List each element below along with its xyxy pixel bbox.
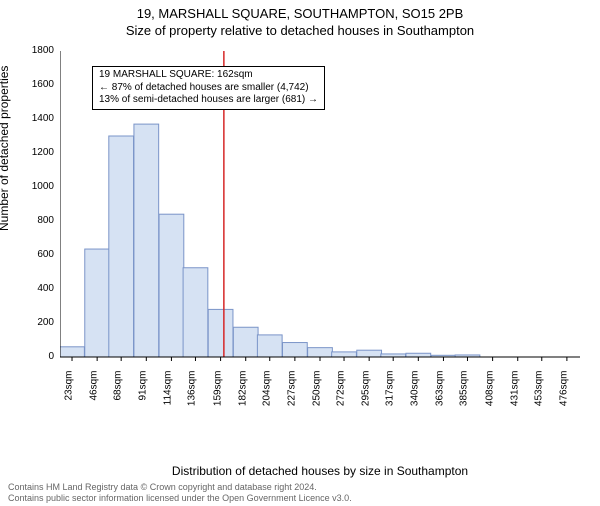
x-tick-label: 250sqm <box>312 371 323 431</box>
y-tick-label: 1800 <box>20 45 54 56</box>
y-tick-label: 1000 <box>20 181 54 192</box>
x-tick-label: 295sqm <box>361 371 372 431</box>
annotation-line1: 19 MARSHALL SQUARE: 162sqm <box>99 69 318 82</box>
footer-line1: Contains HM Land Registry data © Crown c… <box>8 482 352 493</box>
x-tick-label: 363sqm <box>435 371 446 431</box>
x-axis-label: Distribution of detached houses by size … <box>60 464 580 478</box>
x-tick-label: 23sqm <box>64 371 75 431</box>
x-tick-label: 91sqm <box>138 371 149 431</box>
x-tick-label: 385sqm <box>459 371 470 431</box>
annotation-line3: 13% of semi-detached houses are larger (… <box>99 94 318 107</box>
y-tick-label: 200 <box>20 317 54 328</box>
x-tick-label: 136sqm <box>187 371 198 431</box>
chart-area: 19 MARSHALL SQUARE: 162sqm ← 87% of deta… <box>60 51 580 411</box>
x-tick-label: 408sqm <box>484 371 495 431</box>
x-tick-label: 68sqm <box>113 371 124 431</box>
y-axis-label: Number of detached properties <box>0 66 11 231</box>
x-tick-label: 227sqm <box>286 371 297 431</box>
y-tick-label: 1600 <box>20 79 54 90</box>
x-tick-label: 317sqm <box>385 371 396 431</box>
page-title-line1: 19, MARSHALL SQUARE, SOUTHAMPTON, SO15 2… <box>0 6 600 21</box>
x-tick-label: 204sqm <box>261 371 272 431</box>
x-tick-label: 159sqm <box>212 371 223 431</box>
annotation-box: 19 MARSHALL SQUARE: 162sqm ← 87% of deta… <box>92 66 325 110</box>
x-tick-label: 340sqm <box>410 371 421 431</box>
footer-line2: Contains public sector information licen… <box>8 493 352 504</box>
y-tick-label: 0 <box>20 351 54 362</box>
annotation-line2: ← 87% of detached houses are smaller (4,… <box>99 82 318 95</box>
y-tick-label: 800 <box>20 215 54 226</box>
x-tick-label: 46sqm <box>89 371 100 431</box>
page-title-line2: Size of property relative to detached ho… <box>0 23 600 38</box>
x-tick-label: 453sqm <box>533 371 544 431</box>
y-tick-label: 400 <box>20 283 54 294</box>
x-tick-label: 182sqm <box>237 371 248 431</box>
footer-attribution: Contains HM Land Registry data © Crown c… <box>8 482 352 504</box>
y-tick-label: 600 <box>20 249 54 260</box>
x-tick-label: 476sqm <box>558 371 569 431</box>
x-tick-label: 114sqm <box>163 371 174 431</box>
x-tick-label: 431sqm <box>509 371 520 431</box>
y-tick-label: 1200 <box>20 147 54 158</box>
y-tick-label: 1400 <box>20 113 54 124</box>
x-tick-label: 272sqm <box>336 371 347 431</box>
